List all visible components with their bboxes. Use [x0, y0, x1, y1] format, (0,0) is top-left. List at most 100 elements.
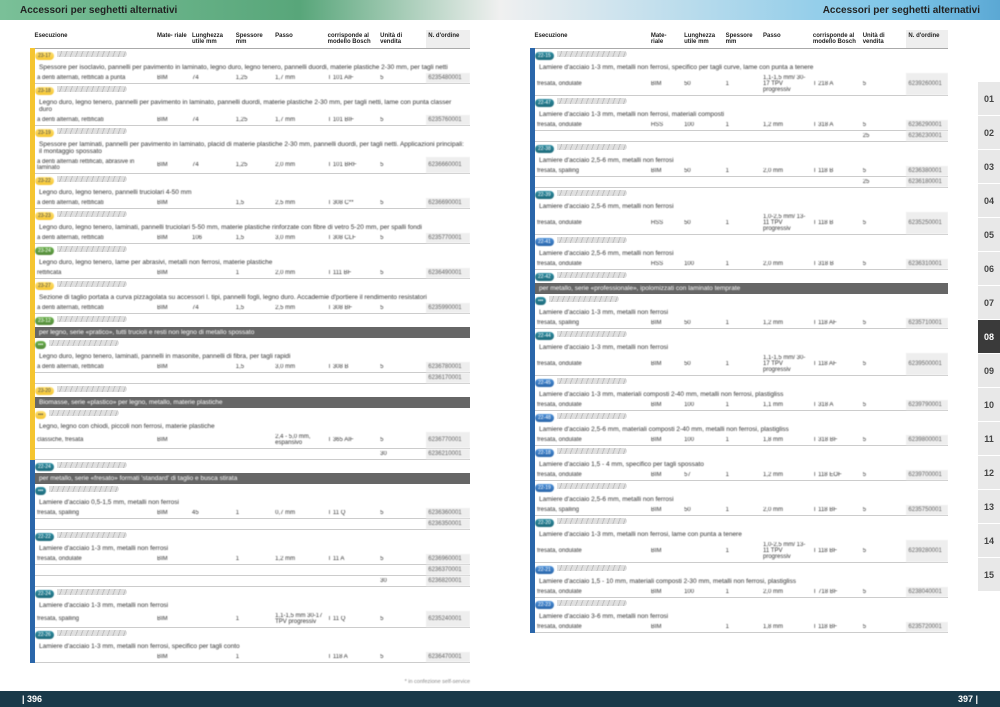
cell	[190, 362, 234, 373]
cell: BIM	[155, 303, 190, 314]
cell: 6236310001	[906, 259, 948, 270]
cell	[682, 622, 724, 633]
section-tab-09[interactable]: 09	[978, 354, 1000, 388]
section-description: Lamiere d'acciaio 1,5 - 10 mm, materiali…	[533, 576, 949, 587]
cell: 6236660001	[426, 157, 470, 174]
blade-icon	[557, 272, 627, 278]
table-row: fresata, ondulateBIM5711,2 mmT 118 EOF56…	[533, 470, 949, 481]
cell: 1	[724, 587, 761, 598]
cell: fresata, spalling	[533, 505, 649, 516]
section-tab-12[interactable]: 12	[978, 456, 1000, 490]
product-chip: 22-21	[535, 566, 554, 574]
cell: fresata, ondulate	[533, 470, 649, 481]
cell	[190, 519, 234, 530]
cell: fresata, ondulate	[533, 259, 649, 270]
section-tab-07[interactable]: 07	[978, 286, 1000, 320]
section-description: Lamiere d'acciaio 1-3 mm, metalli non fe…	[33, 543, 471, 554]
product-chip: •••	[35, 411, 46, 419]
blade-icon	[557, 378, 627, 384]
section-description: Lamiere d'acciaio 0,5-1,5 mm, metalli no…	[33, 497, 471, 508]
cell: BIM	[155, 233, 190, 244]
section-tab-08[interactable]: 08	[978, 320, 1000, 354]
cell: 5	[378, 73, 426, 84]
cell: 1	[724, 259, 761, 270]
section-description: Lamiere d'acciaio 1-3 mm, metalli non fe…	[533, 62, 949, 73]
table-row: fresata, spallingBIM11,1-1,5 mm 30-17 TP…	[33, 611, 471, 628]
cell: 2,0 mm	[761, 259, 811, 270]
tab-strip: 010203040506070809101112131415	[978, 82, 1000, 592]
product-chip: 23-18	[35, 87, 54, 95]
cell: 5	[378, 432, 426, 449]
product-chip: 22-24	[35, 463, 54, 471]
page-num-right: 397 |	[958, 694, 978, 704]
cell: 5	[378, 115, 426, 126]
cell: 1	[724, 400, 761, 411]
cell: 1,0-2,5 mm/ 13-11 TPV progressiv	[761, 212, 811, 235]
cell: a denti alternati rettificati, abrasive …	[33, 157, 156, 174]
blade-icon	[57, 532, 127, 538]
table-row: fresata, spallingBIM4510,7 mmT 11 Q56236…	[33, 508, 471, 519]
cell: 1	[234, 554, 273, 565]
cell: 6236170001	[426, 373, 470, 384]
cell: fresata, spalling	[533, 318, 649, 329]
cell: 2,0 mm	[273, 268, 326, 279]
cell: 5	[378, 362, 426, 373]
cell: classiche, fresata	[33, 432, 156, 449]
cell	[155, 576, 190, 587]
cell: 100	[682, 587, 724, 598]
col-header: Mate- riale	[649, 30, 682, 49]
cell: 50	[682, 212, 724, 235]
section-tab-01[interactable]: 01	[978, 82, 1000, 116]
section-tab-05[interactable]: 05	[978, 218, 1000, 252]
cell: 2,0 mm	[761, 505, 811, 516]
cell	[378, 373, 426, 384]
cell: a denti alternati, rettificati	[33, 362, 156, 373]
page-footer-right: 397 |	[500, 691, 1000, 707]
section-tab-11[interactable]: 11	[978, 422, 1000, 456]
cell: 1,5	[234, 303, 273, 314]
section-tab-13[interactable]: 13	[978, 490, 1000, 524]
cell: 1,7 mm	[273, 115, 326, 126]
table-row: 306236210001	[33, 449, 471, 460]
product-chip: 23-19	[35, 129, 54, 137]
cell	[273, 565, 326, 576]
section-tab-02[interactable]: 02	[978, 116, 1000, 150]
cell: 50	[682, 353, 724, 376]
cell	[326, 576, 379, 587]
section-description: per metallo, serie «professionale», ipol…	[533, 283, 949, 294]
cell: BIM	[155, 652, 190, 663]
section-tab-04[interactable]: 04	[978, 184, 1000, 218]
cell: 5	[861, 587, 907, 598]
section-description: Spessore per laminati, pannelli per pavi…	[33, 139, 471, 157]
section-tab-14[interactable]: 14	[978, 524, 1000, 558]
cell	[234, 432, 273, 449]
product-chip: 23-24	[35, 247, 54, 255]
cell: 6235990001	[426, 303, 470, 314]
table-row: fresata, spallingBIM5012,0 mmT 118 BF562…	[533, 505, 949, 516]
cell: 1	[724, 166, 761, 177]
cell: 1	[724, 318, 761, 329]
cell: 50	[682, 166, 724, 177]
cell: 6236180001	[906, 177, 948, 188]
cell: BIM	[155, 73, 190, 84]
section-tab-06[interactable]: 06	[978, 252, 1000, 286]
cell: 0,7 mm	[273, 508, 326, 519]
section-tab-10[interactable]: 10	[978, 388, 1000, 422]
section-tab-15[interactable]: 15	[978, 558, 1000, 592]
cell: 6236210001	[426, 449, 470, 460]
cell: BIM	[155, 157, 190, 174]
col-header: Lunghezza utile mm	[682, 30, 724, 49]
cell: BIM	[649, 587, 682, 598]
cell: 1,1-1,5 mm/ 30-17 TPV progressiv	[761, 73, 811, 96]
table-row: fresata, ondulateHSS10012,0 mmT 318 B562…	[533, 259, 949, 270]
cell: 6236770001	[426, 432, 470, 449]
cell: 2,0 mm	[761, 587, 811, 598]
cell: 25	[861, 177, 907, 188]
cell: 6236290001	[906, 120, 948, 131]
product-chip: 22-45	[535, 379, 554, 387]
product-chip: 22-18	[535, 449, 554, 457]
section-tab-03[interactable]: 03	[978, 150, 1000, 184]
cell: BIM	[649, 353, 682, 376]
catalog-table-right: EsecuzioneMate- rialeLunghezza utile mmS…	[530, 30, 948, 633]
cell	[190, 565, 234, 576]
